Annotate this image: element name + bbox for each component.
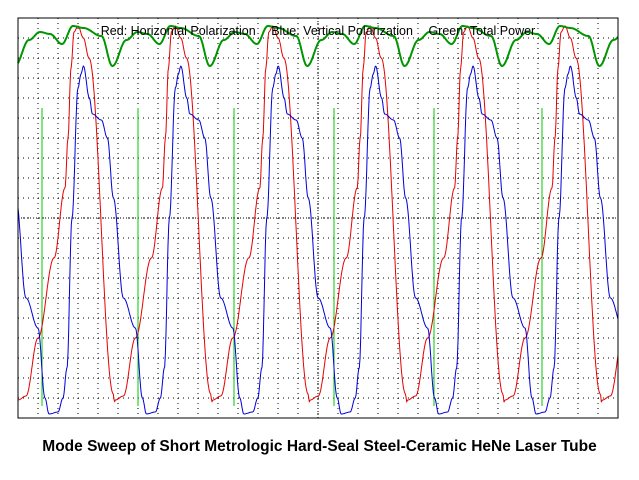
plot-frame: [17, 17, 619, 419]
legend-blue: Blue: Vertical Polarization: [271, 24, 413, 38]
legend: Red: Horizontal Polarization Blue: Verti…: [101, 24, 535, 38]
chart-caption: Mode Sweep of Short Metrologic Hard-Seal…: [42, 438, 597, 455]
grid: [18, 18, 618, 418]
legend-red: Red: Horizontal Polarization: [101, 24, 256, 38]
traces: [17, 25, 619, 415]
trace-red: [17, 25, 619, 403]
trace-green: [17, 25, 619, 67]
legend-green: Green: Total Power: [428, 24, 535, 38]
trace-blue: [17, 65, 619, 415]
